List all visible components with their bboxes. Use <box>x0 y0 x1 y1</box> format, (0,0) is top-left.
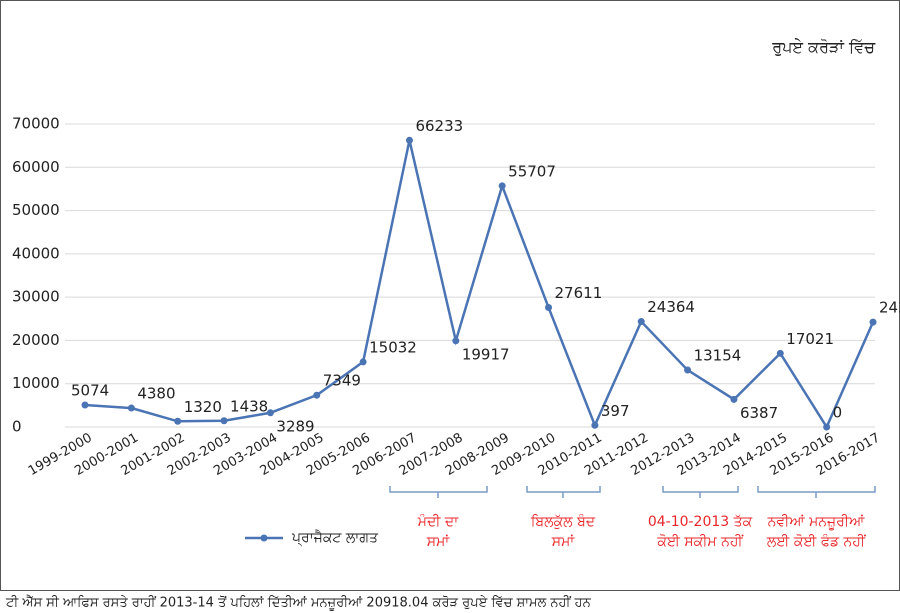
marker <box>81 401 89 409</box>
data-label: 7349 <box>323 372 361 390</box>
data-label: 13154 <box>694 347 742 365</box>
data-label: 1320 <box>184 398 222 416</box>
marker <box>869 318 877 326</box>
annotation-bracket <box>757 486 876 498</box>
y-tick-label: 40000 <box>12 244 60 262</box>
marker <box>313 391 321 399</box>
data-label: 1438 <box>230 397 268 415</box>
annotation-text: ਲਈ ਕੋਈ ਫੰਡ ਨਹੀਂ <box>766 533 866 550</box>
y-tick-label: 30000 <box>12 288 60 306</box>
data-label: 19917 <box>462 345 510 363</box>
y-tick-label: 60000 <box>12 158 60 176</box>
legend-label: ਪ੍ਰਾਜੈਕਟ ਲਾਗਤ <box>291 529 379 547</box>
annotation-text: 04-10-2013 ਤੱਕ <box>648 514 753 530</box>
marker <box>452 337 460 345</box>
data-label: 15032 <box>369 338 417 356</box>
data-label: 3289 <box>276 417 314 435</box>
footnote: ਟੀ ਐੱਸ ਸੀ ਆਫਿਸ ਰਸਤੇ ਰਾਹੀਂ 2013-14 ਤੋਂ ਪਹ… <box>5 595 592 611</box>
y-tick-label: 50000 <box>12 201 60 219</box>
data-label: 24228.39 <box>879 299 900 317</box>
annotation-text: ਸਮਾਂ <box>551 534 576 550</box>
y-tick-label: 20000 <box>12 331 60 349</box>
marker <box>776 349 784 357</box>
data-label: 27611 <box>555 284 603 302</box>
data-label: 397 <box>601 402 630 420</box>
data-label: 17021 <box>786 330 834 348</box>
legend-marker <box>260 534 268 542</box>
annotation-text: ਕੋਈ ਸਕੀਮ ਨਹੀਂ <box>656 534 743 550</box>
marker <box>823 423 831 431</box>
y-tick-label: 0 <box>12 418 22 436</box>
data-label: 24364 <box>647 298 695 316</box>
data-label: 4380 <box>137 385 175 403</box>
data-label: 55707 <box>508 162 556 180</box>
marker <box>405 136 413 144</box>
y-tick-label: 10000 <box>12 374 60 392</box>
marker <box>684 366 692 374</box>
annotation-bracket <box>389 486 488 498</box>
annotation-bracket <box>662 486 739 498</box>
annotation-text: ਸਮਾਂ <box>426 534 451 550</box>
y-tick-label: 70000 <box>12 115 60 133</box>
unit-label: ਰੁਪਏ ਕਰੋੜਾਂ ਵਿੱਚ <box>771 38 876 57</box>
marker <box>127 404 135 412</box>
marker <box>730 395 738 403</box>
marker <box>359 358 367 366</box>
marker <box>545 303 553 311</box>
line <box>84 140 875 430</box>
marker <box>591 421 599 429</box>
data-label: 66233 <box>415 117 463 135</box>
data-label: 0 <box>833 404 843 422</box>
chart-frame <box>0 0 900 591</box>
annotation-text: ਮੰਦੀ ਦਾ <box>417 513 459 530</box>
marker <box>174 417 182 425</box>
marker <box>637 318 645 326</box>
marker <box>498 182 506 190</box>
annotation-text: ਬਿਲਕੁੱਲ ਬੰਦ <box>530 513 596 530</box>
data-label: 6387 <box>740 404 778 422</box>
marker <box>220 417 228 425</box>
annotation-text: ਨਵੀਆਂ ਮਨਜ਼ੂਰੀਆਂ <box>767 514 865 530</box>
marker <box>266 409 274 417</box>
data-label: 5074 <box>71 382 109 400</box>
annotation-bracket <box>526 486 601 498</box>
